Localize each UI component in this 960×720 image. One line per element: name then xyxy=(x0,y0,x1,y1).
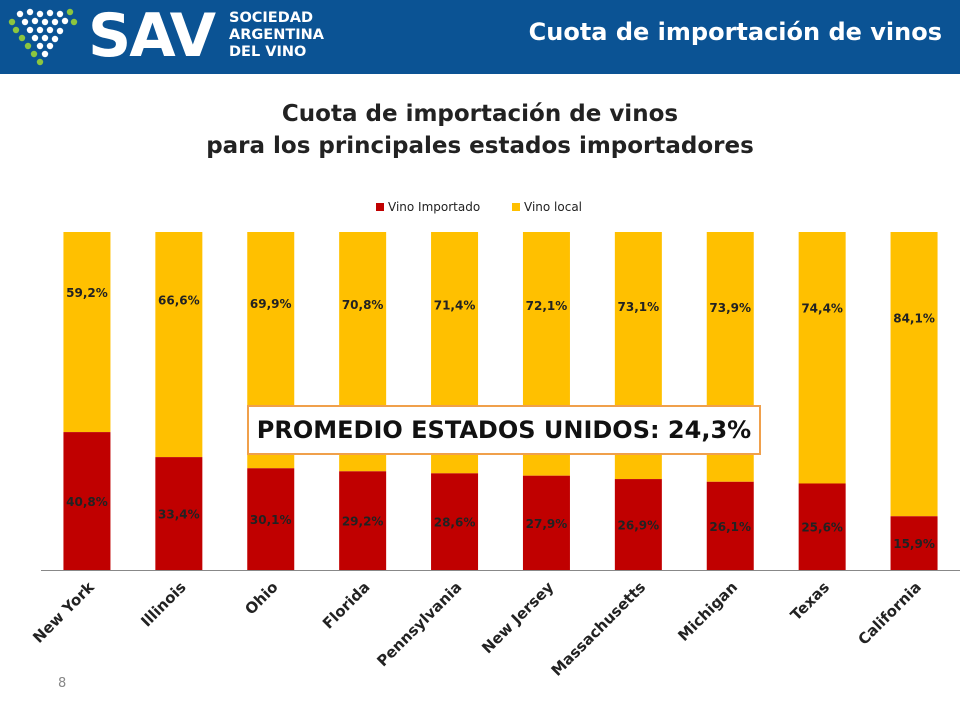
data-label-vino-importado: 15,9% xyxy=(893,537,935,551)
chart-title-line: Cuota de importación de vinos xyxy=(281,101,679,127)
bar-vino-importado xyxy=(706,481,754,570)
data-label-vino-importado: 26,9% xyxy=(618,519,660,533)
grape-logo-icon xyxy=(8,8,78,66)
data-label-vino-local: 66,6% xyxy=(158,294,200,308)
bar-vino-importado xyxy=(63,432,111,570)
bar-vino-local xyxy=(155,232,203,458)
data-label-vino-local: 84,1% xyxy=(893,311,935,325)
data-label-vino-importado: 29,2% xyxy=(342,515,384,529)
data-label-vino-local: 73,1% xyxy=(618,300,660,314)
x-tick-label: New Jersey xyxy=(478,578,557,657)
data-label-vino-importado: 25,6% xyxy=(801,521,843,535)
bar-vino-local xyxy=(63,232,111,433)
x-tick-label: Michigan xyxy=(674,578,741,645)
bar-vino-importado xyxy=(155,457,203,570)
bar-vino-importado xyxy=(890,516,938,570)
data-label-vino-local: 59,2% xyxy=(66,286,108,300)
header-banner: SAV SOCIEDAD ARGENTINA DEL VINO Cuota de… xyxy=(0,0,960,74)
legend-label: Vino Importado xyxy=(388,200,480,214)
page-number: 8 xyxy=(58,676,67,691)
logo-wordmark: SAV xyxy=(88,1,216,71)
logo-line: ARGENTINA xyxy=(229,27,324,43)
data-label-vino-importado: 40,8% xyxy=(66,495,108,509)
data-label-vino-local: 71,4% xyxy=(434,298,476,312)
x-tick-label: Florida xyxy=(319,578,374,633)
x-tick-label: Texas xyxy=(787,578,833,624)
x-tick-label: New York xyxy=(29,577,98,646)
bar-vino-importado xyxy=(431,473,479,570)
data-label-vino-local: 73,9% xyxy=(709,301,751,315)
logo-org-name: SOCIEDAD ARGENTINA DEL VINO xyxy=(229,10,324,61)
logo-line: SOCIEDAD xyxy=(229,10,314,26)
data-label-vino-importado: 28,6% xyxy=(434,516,476,530)
bar-vino-local xyxy=(890,232,938,517)
x-tick-label: Ohio xyxy=(241,578,281,618)
legend-swatch xyxy=(376,203,384,211)
chart-title-line: para los principales estados importadore… xyxy=(206,133,754,159)
x-tick-label: Pennsylvania xyxy=(373,578,465,670)
bar-vino-importado xyxy=(339,471,387,570)
x-tick-label: Illinois xyxy=(137,578,189,630)
data-label-vino-local: 72,1% xyxy=(526,299,568,313)
logo-line: DEL VINO xyxy=(229,44,307,60)
data-label-vino-importado: 30,1% xyxy=(250,513,292,527)
data-label-vino-importado: 27,9% xyxy=(526,517,568,531)
data-label-vino-local: 69,9% xyxy=(250,297,292,311)
slide-header-title: Cuota de importación de vinos xyxy=(528,18,942,46)
data-label-vino-importado: 33,4% xyxy=(158,508,200,522)
bar-vino-importado xyxy=(798,483,846,570)
x-tick-label: California xyxy=(854,578,924,648)
bar-vino-importado xyxy=(247,468,295,570)
bar-vino-importado xyxy=(522,475,570,570)
x-tick-label: Massachusetts xyxy=(548,578,650,680)
data-label-vino-local: 70,8% xyxy=(342,298,384,312)
data-label-vino-local: 74,4% xyxy=(801,301,843,315)
legend-swatch xyxy=(512,203,520,211)
legend-label: Vino local xyxy=(524,200,582,214)
sav-logo: SAV SOCIEDAD ARGENTINA DEL VINO xyxy=(0,0,340,74)
data-label-vino-importado: 26,1% xyxy=(709,520,751,534)
chart-legend: Vino Importado Vino local xyxy=(376,200,582,214)
chart-title: Cuota de importación de vinos para los p… xyxy=(0,98,960,162)
bar-vino-importado xyxy=(614,479,662,570)
us-average-callout: PROMEDIO ESTADOS UNIDOS: 24,3% xyxy=(247,405,761,455)
bar-vino-local xyxy=(798,232,846,484)
